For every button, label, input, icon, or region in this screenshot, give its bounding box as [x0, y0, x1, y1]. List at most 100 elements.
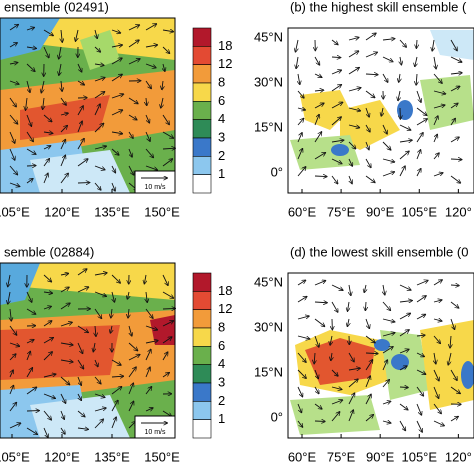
y-tick-label: 45°N	[254, 29, 283, 44]
wind-arrow	[450, 159, 462, 160]
colorbar-box	[192, 137, 212, 157]
colorbar-label: 18	[218, 38, 232, 53]
wind-arrow	[314, 335, 319, 347]
wind-arrow	[145, 387, 151, 395]
wind-arrow	[399, 366, 407, 371]
wind-arrow	[348, 393, 354, 405]
wind-arrow	[128, 165, 134, 175]
wind-arrow	[416, 335, 425, 336]
wind-arrow	[365, 394, 371, 405]
wind-arrow	[399, 313, 410, 320]
wind-arrow	[128, 148, 132, 157]
wind-arrow	[365, 415, 373, 422]
y-tick-label: 0°	[271, 164, 283, 179]
wind-arrow	[416, 150, 421, 160]
colorbar-box	[192, 82, 212, 102]
colorbar-box	[192, 64, 212, 84]
wind-arrow	[434, 352, 436, 364]
wind-arrow	[382, 380, 389, 388]
wind-arrow	[94, 104, 100, 116]
wind-arrow	[162, 159, 172, 167]
wind-arrow	[26, 114, 31, 126]
x-tick-label: 120°	[445, 449, 472, 464]
wind-arrow	[111, 58, 122, 65]
wind-arrow	[433, 300, 442, 302]
wind-arrow	[60, 140, 65, 150]
wind-arrow	[348, 368, 360, 370]
wind-arrow	[314, 73, 322, 77]
wind-arrow	[450, 103, 458, 109]
wind-arrow	[94, 46, 100, 52]
wind-arrow	[314, 302, 327, 303]
wind-arrow	[111, 74, 122, 82]
wind-arrow	[162, 30, 173, 32]
wind-arrow	[94, 419, 103, 429]
wind-arrow	[26, 291, 32, 302]
wind-arrow	[110, 325, 112, 333]
colorbar-box	[192, 309, 212, 329]
colorbar-box	[192, 346, 212, 365]
y-tick-label: 30°N	[254, 74, 283, 89]
wind-arrow	[111, 417, 116, 429]
wind-arrow	[400, 56, 401, 65]
wind-arrow	[348, 141, 356, 149]
colorbar-label: 3	[218, 129, 225, 144]
colorbar-box	[192, 119, 212, 139]
colorbar-box	[192, 101, 212, 120]
wind-arrow	[128, 308, 129, 318]
colorbar-label: 4	[218, 356, 225, 371]
wind-arrow	[77, 410, 85, 417]
wind-arrow	[43, 374, 56, 378]
wind-arrow	[43, 321, 52, 327]
wind-arrow	[416, 119, 427, 126]
colorbar-label: 4	[218, 111, 225, 126]
wind-arrow	[331, 400, 342, 405]
wind-arrow	[9, 97, 16, 107]
y-tick-label: 0°	[271, 409, 283, 424]
colorbar-label: 2	[218, 393, 225, 408]
wind-arrow	[9, 325, 17, 335]
wind-arrow	[349, 175, 352, 183]
wind-arrow	[348, 410, 353, 422]
wind-arrow	[26, 387, 36, 395]
wind-arrow	[43, 274, 51, 282]
wind-arrow	[162, 373, 169, 378]
wind-arrow	[61, 80, 62, 91]
wind-arrow	[162, 410, 171, 416]
colorbar-label: 2	[218, 148, 225, 163]
wind-arrow	[128, 383, 133, 395]
wind-arrow	[111, 165, 115, 172]
x-tick-label: 105°E	[0, 204, 30, 219]
x-tick-label: 90°E	[366, 449, 395, 464]
wind-arrow	[111, 148, 119, 155]
wind-arrow	[348, 301, 349, 311]
wind-arrow	[331, 301, 338, 312]
wind-arrow	[145, 114, 149, 123]
wind-arrow	[331, 175, 338, 183]
wind-arrow	[77, 139, 84, 150]
wind-arrow	[433, 105, 445, 109]
x-tick-label: 90°E	[366, 204, 395, 219]
wind-arrow	[94, 273, 107, 275]
colorbar-box	[192, 156, 212, 175]
x-tick-label: 60°E	[288, 204, 317, 219]
wind-arrow	[348, 158, 352, 166]
wind-arrow	[331, 140, 343, 142]
x-tick-label: 105°E	[401, 204, 437, 219]
panel-title: ensemble (02491)	[4, 0, 109, 14]
wind-arrow	[145, 24, 156, 31]
wind-arrow	[77, 359, 83, 369]
colorbar-box	[192, 272, 212, 292]
wind-arrow	[145, 63, 156, 68]
wind-arrow	[416, 90, 421, 102]
wind-arrow	[162, 114, 169, 124]
wind-arrow	[399, 403, 408, 410]
wind-arrow	[9, 131, 15, 143]
wind-arrow	[60, 156, 65, 167]
map-d	[288, 273, 474, 438]
wind-arrow	[162, 148, 175, 149]
colorbar-label: 6	[218, 338, 225, 353]
wind-arrow	[347, 318, 349, 326]
wind-arrow	[416, 296, 426, 303]
wind-arrow	[314, 132, 321, 143]
